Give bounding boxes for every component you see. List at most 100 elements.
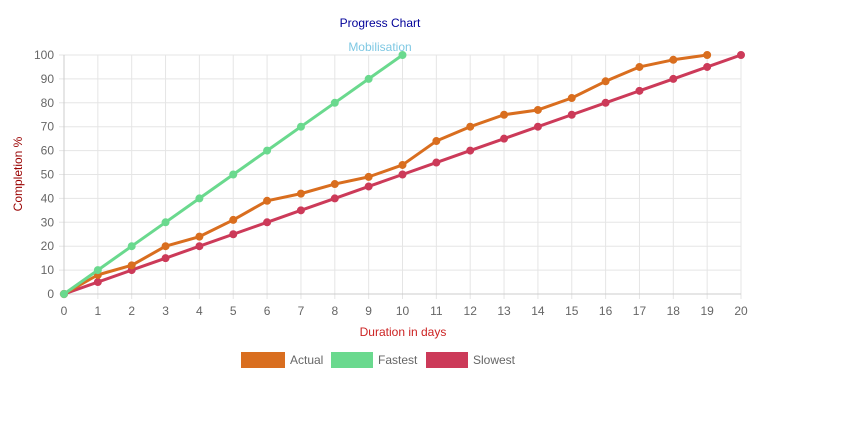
data-point-fastest[interactable] — [161, 218, 170, 227]
chart-title: Progress Chart — [340, 16, 421, 30]
data-point-actual[interactable] — [296, 189, 305, 198]
data-point-actual[interactable] — [229, 215, 238, 224]
data-point-fastest[interactable] — [263, 146, 272, 155]
legend-swatch — [426, 352, 468, 368]
x-tick-label: 10 — [396, 304, 410, 318]
data-point-actual[interactable] — [398, 160, 407, 169]
x-tick-label: 11 — [430, 304, 443, 318]
data-point-fastest[interactable] — [195, 194, 204, 203]
data-point-actual[interactable] — [635, 62, 644, 71]
data-point-slowest[interactable] — [398, 170, 407, 179]
y-tick-label: 100 — [34, 48, 54, 62]
y-tick-label: 70 — [41, 120, 55, 134]
x-tick-label: 8 — [331, 304, 338, 318]
data-point-slowest[interactable] — [93, 278, 102, 287]
x-tick-label: 0 — [61, 304, 68, 318]
data-point-slowest[interactable] — [737, 51, 745, 59]
data-point-actual[interactable] — [567, 94, 576, 103]
series-fastest — [60, 51, 407, 298]
y-tick-label: 10 — [41, 263, 55, 277]
data-point-slowest[interactable] — [703, 62, 712, 71]
series-slowest — [60, 51, 745, 298]
data-point-actual[interactable] — [533, 105, 542, 114]
x-tick-label: 12 — [464, 304, 478, 318]
data-point-slowest[interactable] — [432, 158, 441, 167]
x-tick-label: 4 — [196, 304, 203, 318]
x-tick-label: 6 — [264, 304, 271, 318]
data-point-slowest[interactable] — [466, 146, 475, 155]
data-point-fastest[interactable] — [296, 122, 305, 131]
x-tick-label: 5 — [230, 304, 237, 318]
data-point-fastest[interactable] — [398, 51, 407, 59]
data-point-slowest[interactable] — [533, 122, 542, 131]
data-point-slowest[interactable] — [601, 98, 610, 107]
data-point-actual[interactable] — [127, 261, 136, 270]
data-point-fastest[interactable] — [127, 242, 136, 251]
data-point-actual[interactable] — [466, 122, 475, 131]
x-tick-label: 19 — [700, 304, 714, 318]
data-point-fastest[interactable] — [330, 98, 339, 107]
data-point-actual[interactable] — [364, 172, 373, 181]
y-tick-label: 40 — [41, 191, 55, 205]
chart-subtitle: Mobilisation — [348, 40, 411, 54]
y-tick-label: 30 — [41, 215, 55, 229]
data-point-actual[interactable] — [601, 77, 610, 86]
data-point-actual[interactable] — [195, 232, 204, 241]
y-tick-label: 0 — [47, 287, 54, 301]
axis-ticks: 0 1 2 3 4 5 6 7 8 9 10 11 12 13 14 15 16 17 18 19 2001020304… — [34, 48, 748, 318]
x-tick-label: 7 — [298, 304, 305, 318]
data-point-slowest[interactable] — [229, 230, 238, 239]
legend-label: Slowest — [473, 353, 516, 367]
x-tick-label: 18 — [667, 304, 681, 318]
legend-swatch — [241, 352, 285, 368]
y-tick-label: 80 — [41, 96, 55, 110]
legend-swatch — [331, 352, 373, 368]
legend: Actual Fastest Slowest — [241, 352, 516, 368]
data-point-slowest[interactable] — [296, 206, 305, 215]
x-axis-label: Duration in days — [360, 325, 447, 339]
x-tick-label: 20 — [734, 304, 748, 318]
data-point-slowest[interactable] — [161, 254, 170, 263]
data-point-slowest[interactable] — [195, 242, 204, 251]
data-point-actual[interactable] — [432, 137, 441, 146]
data-point-slowest[interactable] — [364, 182, 373, 191]
data-point-slowest[interactable] — [330, 194, 339, 203]
legend-label: Actual — [290, 353, 323, 367]
y-axis-label: Completion % — [11, 136, 25, 211]
legend-item-fastest[interactable]: Fastest — [331, 352, 418, 368]
data-point-fastest[interactable] — [229, 170, 238, 179]
data-point-actual[interactable] — [330, 180, 339, 189]
series-lines — [60, 51, 745, 298]
y-tick-label: 90 — [41, 72, 55, 86]
x-tick-label: 13 — [497, 304, 511, 318]
data-point-actual[interactable] — [500, 110, 509, 119]
legend-item-actual[interactable]: Actual — [241, 352, 323, 368]
data-point-actual[interactable] — [161, 242, 170, 251]
data-point-fastest[interactable] — [60, 290, 68, 298]
legend-label: Fastest — [378, 353, 418, 367]
data-point-slowest[interactable] — [263, 218, 272, 227]
x-tick-label: 2 — [128, 304, 135, 318]
x-tick-label: 3 — [162, 304, 169, 318]
data-point-slowest[interactable] — [669, 74, 678, 83]
data-point-actual[interactable] — [263, 196, 272, 205]
x-tick-label: 9 — [365, 304, 372, 318]
data-point-slowest[interactable] — [500, 134, 509, 143]
data-point-slowest[interactable] — [567, 110, 576, 119]
x-tick-label: 15 — [565, 304, 579, 318]
y-tick-label: 50 — [41, 168, 55, 182]
data-point-actual[interactable] — [703, 51, 712, 59]
data-point-slowest[interactable] — [635, 86, 644, 95]
y-tick-label: 60 — [41, 144, 55, 158]
x-tick-label: 14 — [531, 304, 545, 318]
data-point-fastest[interactable] — [364, 74, 373, 83]
x-tick-label: 17 — [633, 304, 647, 318]
data-point-fastest[interactable] — [93, 266, 102, 275]
x-tick-label: 1 — [95, 304, 102, 318]
series-line-actual — [62, 53, 709, 296]
legend-item-slowest[interactable]: Slowest — [426, 352, 516, 368]
x-tick-label: 16 — [599, 304, 613, 318]
data-point-actual[interactable] — [669, 55, 678, 64]
